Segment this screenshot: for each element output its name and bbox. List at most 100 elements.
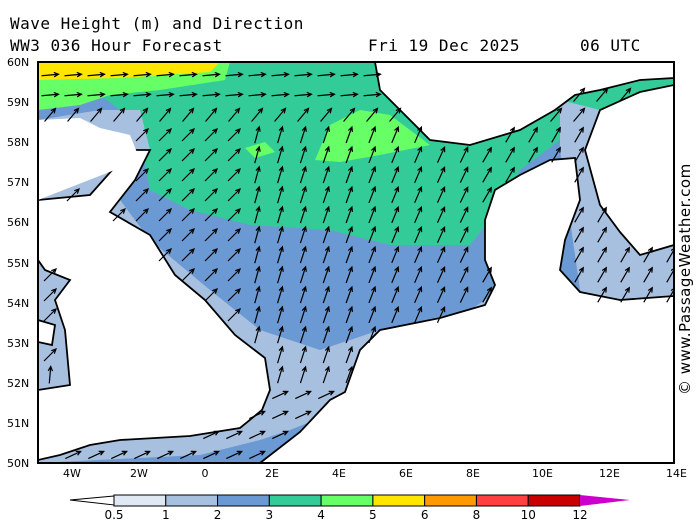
wave-arrow bbox=[41, 91, 60, 98]
colorbar-segment bbox=[320, 494, 374, 507]
wave-arrow bbox=[619, 87, 632, 102]
band-4-5m-center bbox=[315, 110, 430, 162]
wave-arrow bbox=[179, 91, 198, 98]
wave-arrow bbox=[436, 266, 446, 283]
wave-arrow bbox=[574, 206, 584, 223]
wave-arrow bbox=[65, 450, 82, 460]
wave-arrow bbox=[180, 450, 197, 460]
lat-label: 58N bbox=[7, 136, 30, 150]
wave-arrow bbox=[528, 126, 538, 143]
wave-arrow bbox=[43, 288, 57, 302]
wave-arrow bbox=[299, 245, 307, 264]
wave-arrow bbox=[159, 107, 172, 122]
lon-label: 2E bbox=[265, 467, 279, 480]
wave-arrow bbox=[110, 91, 129, 98]
wave-arrow bbox=[299, 185, 307, 204]
wave-arrow bbox=[345, 205, 354, 224]
wave-arrow bbox=[368, 265, 377, 284]
wave-arrow bbox=[391, 165, 400, 184]
wave-arrow bbox=[345, 365, 354, 384]
wave-arrow bbox=[414, 245, 423, 264]
wave-arrow bbox=[317, 71, 336, 78]
wave-arrow bbox=[368, 325, 377, 344]
wave-arrow bbox=[573, 107, 586, 122]
wave-arrow bbox=[133, 71, 152, 78]
wave-arrow bbox=[249, 430, 266, 440]
lon-label: 10E bbox=[532, 467, 553, 480]
wave-arrow bbox=[459, 166, 469, 183]
wave-arrow bbox=[203, 450, 220, 460]
colorbar-segment bbox=[113, 494, 167, 507]
wave-arrow bbox=[44, 107, 57, 122]
wave-arrow bbox=[272, 410, 289, 420]
wave-arrow bbox=[596, 87, 609, 102]
lat-label: 54N bbox=[7, 296, 30, 310]
colorbar-label: 5 bbox=[369, 508, 377, 522]
wave-arrow bbox=[277, 305, 284, 324]
wave-arrow bbox=[254, 325, 261, 344]
wave-arrow bbox=[158, 128, 172, 142]
wave-arrow bbox=[345, 145, 354, 164]
wave-arrow bbox=[254, 305, 261, 324]
wave-arrow bbox=[574, 166, 584, 183]
land bbox=[38, 62, 674, 463]
wave-arrow bbox=[391, 145, 400, 164]
wave-arrow bbox=[505, 126, 515, 143]
watermark: © www.PassageWeather.com bbox=[676, 163, 694, 395]
lat-label: 53N bbox=[7, 336, 30, 350]
wave-arrow bbox=[322, 305, 330, 324]
wave-arrow bbox=[459, 246, 469, 263]
wave-arrow bbox=[204, 288, 218, 302]
wave-arrow bbox=[459, 226, 469, 243]
wave-arrow bbox=[204, 268, 218, 282]
wave-arrow bbox=[277, 145, 284, 164]
wave-arrow bbox=[87, 91, 106, 98]
wave-arrow bbox=[597, 266, 607, 283]
wave-arrow bbox=[251, 107, 264, 122]
wave-arrow bbox=[158, 168, 172, 182]
wave-arrow bbox=[227, 208, 241, 222]
wave-arrow bbox=[277, 325, 284, 344]
wave-arrow bbox=[204, 208, 218, 222]
wave-arrow bbox=[436, 206, 446, 223]
wave-arrow bbox=[299, 325, 307, 344]
wave-arrow bbox=[322, 285, 330, 304]
wave-arrow bbox=[297, 107, 310, 122]
wave-arrow bbox=[363, 71, 382, 78]
lon-label: 6E bbox=[399, 467, 413, 480]
wave-arrow bbox=[391, 265, 400, 284]
wave-arrow bbox=[205, 107, 218, 122]
wave-arrow bbox=[505, 166, 515, 183]
wave-arrow bbox=[574, 266, 584, 283]
wave-arrow bbox=[318, 390, 335, 400]
wave-arrow bbox=[345, 305, 354, 324]
colorbar-under-arrow bbox=[69, 495, 115, 506]
wave-arrow bbox=[322, 185, 330, 204]
wave-arrow bbox=[47, 365, 54, 384]
wave-arrow bbox=[574, 246, 584, 263]
wave-arrow bbox=[111, 450, 128, 460]
wave-arrow bbox=[414, 125, 423, 144]
wave-arrow bbox=[414, 185, 423, 204]
wave-arrow bbox=[391, 285, 400, 304]
wave-arrow bbox=[459, 266, 469, 283]
wave-arrow bbox=[227, 128, 241, 142]
wave-arrow bbox=[368, 285, 377, 304]
wave-arrow bbox=[277, 225, 284, 244]
wave-arrow bbox=[135, 128, 149, 142]
lon-label: 12E bbox=[599, 467, 620, 480]
wave-arrow bbox=[64, 91, 83, 98]
wave-arrow bbox=[226, 430, 243, 440]
wave-arrow bbox=[274, 107, 287, 122]
wave-arrow bbox=[528, 146, 538, 163]
forecast-time: 06 UTC bbox=[580, 36, 641, 55]
wave-arrow bbox=[368, 185, 377, 204]
wave-arrow bbox=[277, 265, 284, 284]
wave-arrow bbox=[368, 245, 377, 264]
wave-arrow bbox=[113, 107, 126, 122]
wave-arrow bbox=[340, 71, 359, 78]
land-scotland-north bbox=[38, 118, 140, 200]
wave-arrow bbox=[227, 148, 241, 162]
wave-arrow bbox=[227, 168, 241, 182]
wave-arrow bbox=[202, 91, 221, 98]
